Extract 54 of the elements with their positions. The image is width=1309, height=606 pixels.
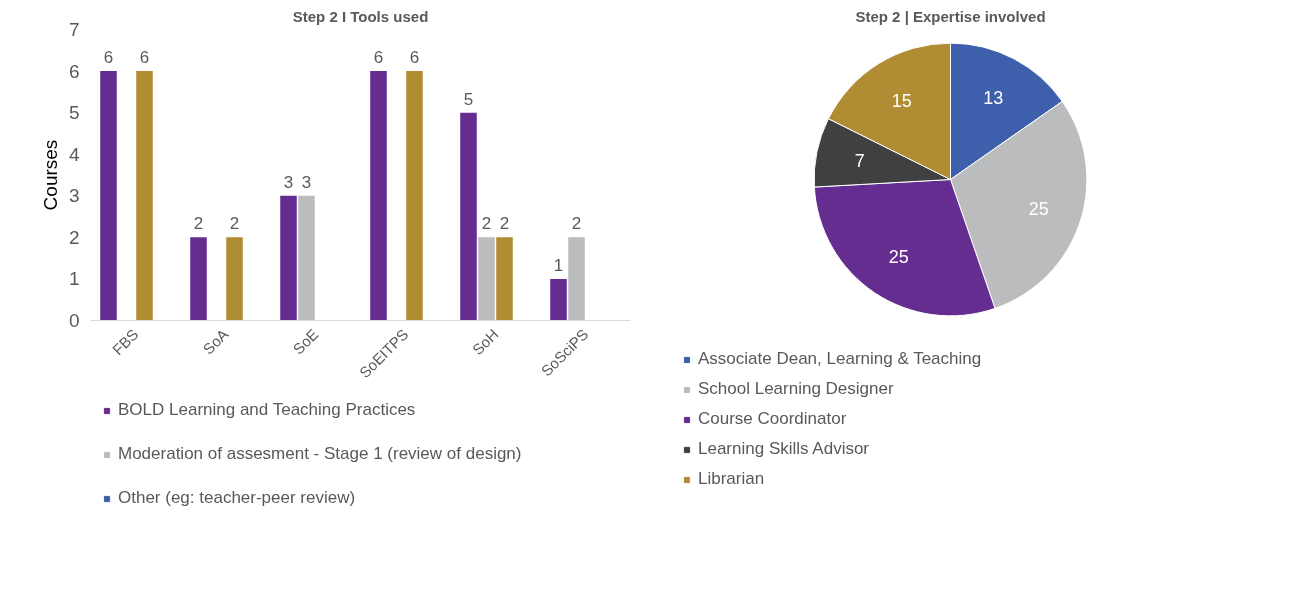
- y-tick-label: 1: [68, 268, 80, 290]
- y-tick-label: 4: [68, 143, 80, 165]
- legend-label: Moderation of assesment - Stage 1 (review of design): [118, 444, 522, 464]
- chart-title: Step 2 I Tools used: [292, 7, 429, 25]
- y-tick-label: 3: [68, 185, 80, 207]
- legend-label: Other (eg: teacher-peer review): [118, 488, 356, 508]
- bar: [100, 71, 117, 321]
- bar: [568, 237, 585, 321]
- y-tick-label: 5: [68, 102, 80, 124]
- data-label: 3: [301, 172, 312, 192]
- bar: [190, 237, 207, 321]
- y-tick-label: 0: [68, 310, 80, 331]
- x-tick-label: SoE: [289, 325, 322, 358]
- bar: [370, 71, 387, 321]
- y-tick-label: 6: [68, 60, 80, 82]
- legend-label: Course Coordinator: [698, 409, 847, 429]
- data-label: 6: [409, 48, 420, 68]
- data-label: 5: [463, 89, 474, 109]
- data-label: 3: [283, 172, 294, 192]
- legend-label: Librarian: [698, 469, 765, 489]
- x-tick-label: SoA: [199, 325, 232, 358]
- legend-label: School Learning Designer: [698, 379, 894, 399]
- bar: [226, 237, 243, 321]
- bar: [460, 112, 477, 321]
- bar: [280, 195, 297, 321]
- y-axis-title: Courses: [39, 139, 61, 211]
- chart-title: Step 2 | Expertise involved: [855, 7, 1046, 25]
- data-label: 6: [139, 48, 150, 68]
- legend-label: BOLD Learning and Teaching Practices: [118, 400, 416, 420]
- data-label: 1: [553, 255, 564, 275]
- bar: [550, 278, 567, 321]
- x-tick-label: SoH: [468, 325, 502, 359]
- data-label: 2: [229, 214, 240, 234]
- data-label: 2: [499, 214, 510, 234]
- legend-label: Learning Skills Advisor: [698, 439, 870, 459]
- data-label: 2: [481, 214, 492, 234]
- legend-label: Associate Dean, Learning & Teaching: [698, 349, 982, 369]
- data-label: 2: [571, 214, 582, 234]
- data-label: 25: [1028, 198, 1049, 219]
- bar: [496, 237, 513, 321]
- data-label: 13: [983, 87, 1004, 108]
- data-label: 25: [888, 246, 909, 267]
- bar: [136, 71, 153, 321]
- data-label: 2: [193, 214, 204, 234]
- x-tick-label: FBS: [108, 325, 142, 359]
- y-tick-label: 2: [68, 226, 80, 248]
- bar: [478, 237, 495, 321]
- data-label: 6: [103, 48, 114, 68]
- y-tick-label: 7: [68, 19, 80, 40]
- bar: [406, 71, 423, 321]
- data-label: 7: [854, 151, 865, 172]
- data-label: 6: [373, 48, 384, 68]
- bar: [298, 195, 315, 321]
- data-label: 15: [891, 91, 912, 112]
